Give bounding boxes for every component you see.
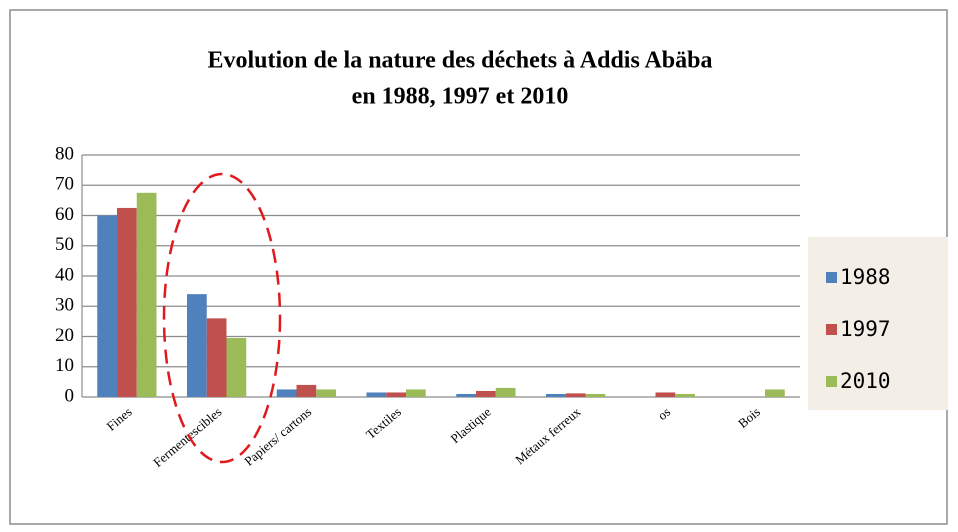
bar [226, 338, 247, 397]
y-tick-label: 60 [55, 204, 74, 225]
legend-swatch [826, 324, 837, 335]
legend-label: 1988 [840, 265, 891, 289]
bar [764, 389, 785, 397]
bar [276, 389, 297, 397]
bar [386, 392, 406, 397]
bar [675, 393, 695, 397]
highlight-ellipse [162, 172, 282, 464]
bar [117, 207, 137, 397]
y-tick-label: 20 [55, 325, 74, 346]
legend-label: 1997 [840, 317, 891, 341]
chart-title: Evolution de la nature des déchets à Add… [208, 48, 713, 74]
legend-label: 2010 [840, 369, 891, 393]
y-tick-label: 30 [55, 295, 74, 316]
y-tick-label: 10 [55, 355, 74, 376]
bar [97, 215, 118, 397]
bar [495, 387, 516, 397]
bar [136, 192, 157, 397]
bar [405, 389, 426, 397]
y-tick-label: 50 [55, 234, 74, 255]
bar [476, 390, 496, 397]
y-tick-label: 80 [55, 143, 74, 164]
chart-frame [9, 9, 948, 525]
bar [187, 294, 207, 397]
y-tick-label: 70 [55, 174, 74, 195]
bar [585, 393, 606, 397]
bar [546, 393, 566, 397]
bar [456, 393, 477, 397]
bar [565, 393, 586, 397]
bar [296, 384, 317, 397]
bar [655, 392, 676, 397]
y-tick-label: 40 [55, 264, 74, 285]
bar [366, 392, 387, 397]
bar [206, 318, 227, 397]
chart-title: en 1988, 1997 et 2010 [352, 84, 569, 110]
legend-swatch [826, 272, 837, 283]
y-tick-label: 0 [65, 385, 75, 406]
bar [316, 389, 336, 397]
legend-swatch [826, 376, 837, 387]
